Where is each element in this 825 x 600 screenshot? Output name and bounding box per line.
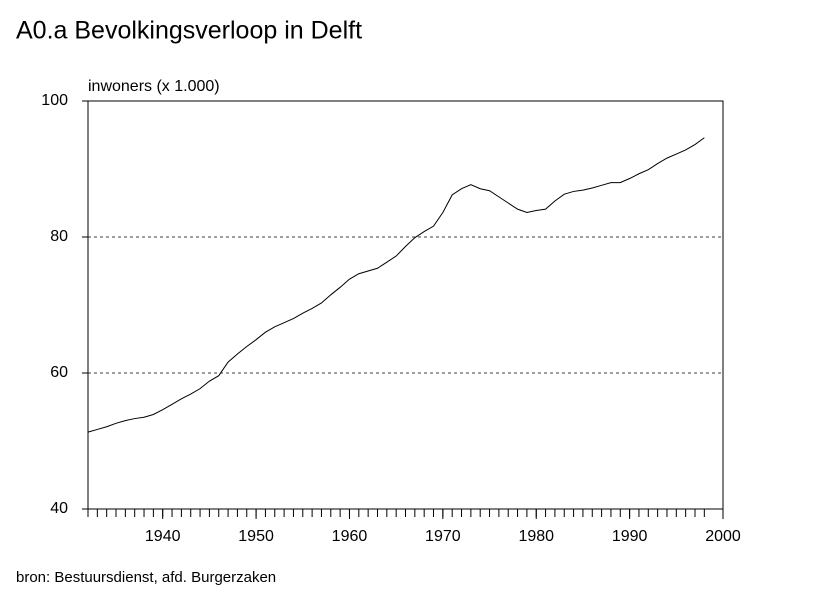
x-tick-label: 1990 (612, 528, 648, 545)
x-tick-label: 1950 (238, 528, 274, 545)
y-axis-label: inwoners (x 1.000) (88, 78, 220, 95)
data-line (87, 137, 705, 433)
y-tick-label: 80 (50, 228, 68, 245)
x-tick-label: 2000 (705, 528, 741, 545)
y-tick-label: 100 (41, 92, 68, 109)
x-tick-label: 1980 (518, 528, 554, 545)
chart-title: A0.a Bevolkingsverloop in Delft (16, 17, 362, 45)
x-tick-label: 1960 (332, 528, 368, 545)
source-note: bron: Bestuursdienst, afd. Burgerzaken (16, 569, 276, 586)
y-tick-label: 40 (50, 500, 68, 517)
plot-frame (87, 100, 724, 510)
x-tick-label: 1940 (145, 528, 181, 545)
y-tick-label: 60 (50, 364, 68, 381)
x-tick-label: 1970 (425, 528, 461, 545)
